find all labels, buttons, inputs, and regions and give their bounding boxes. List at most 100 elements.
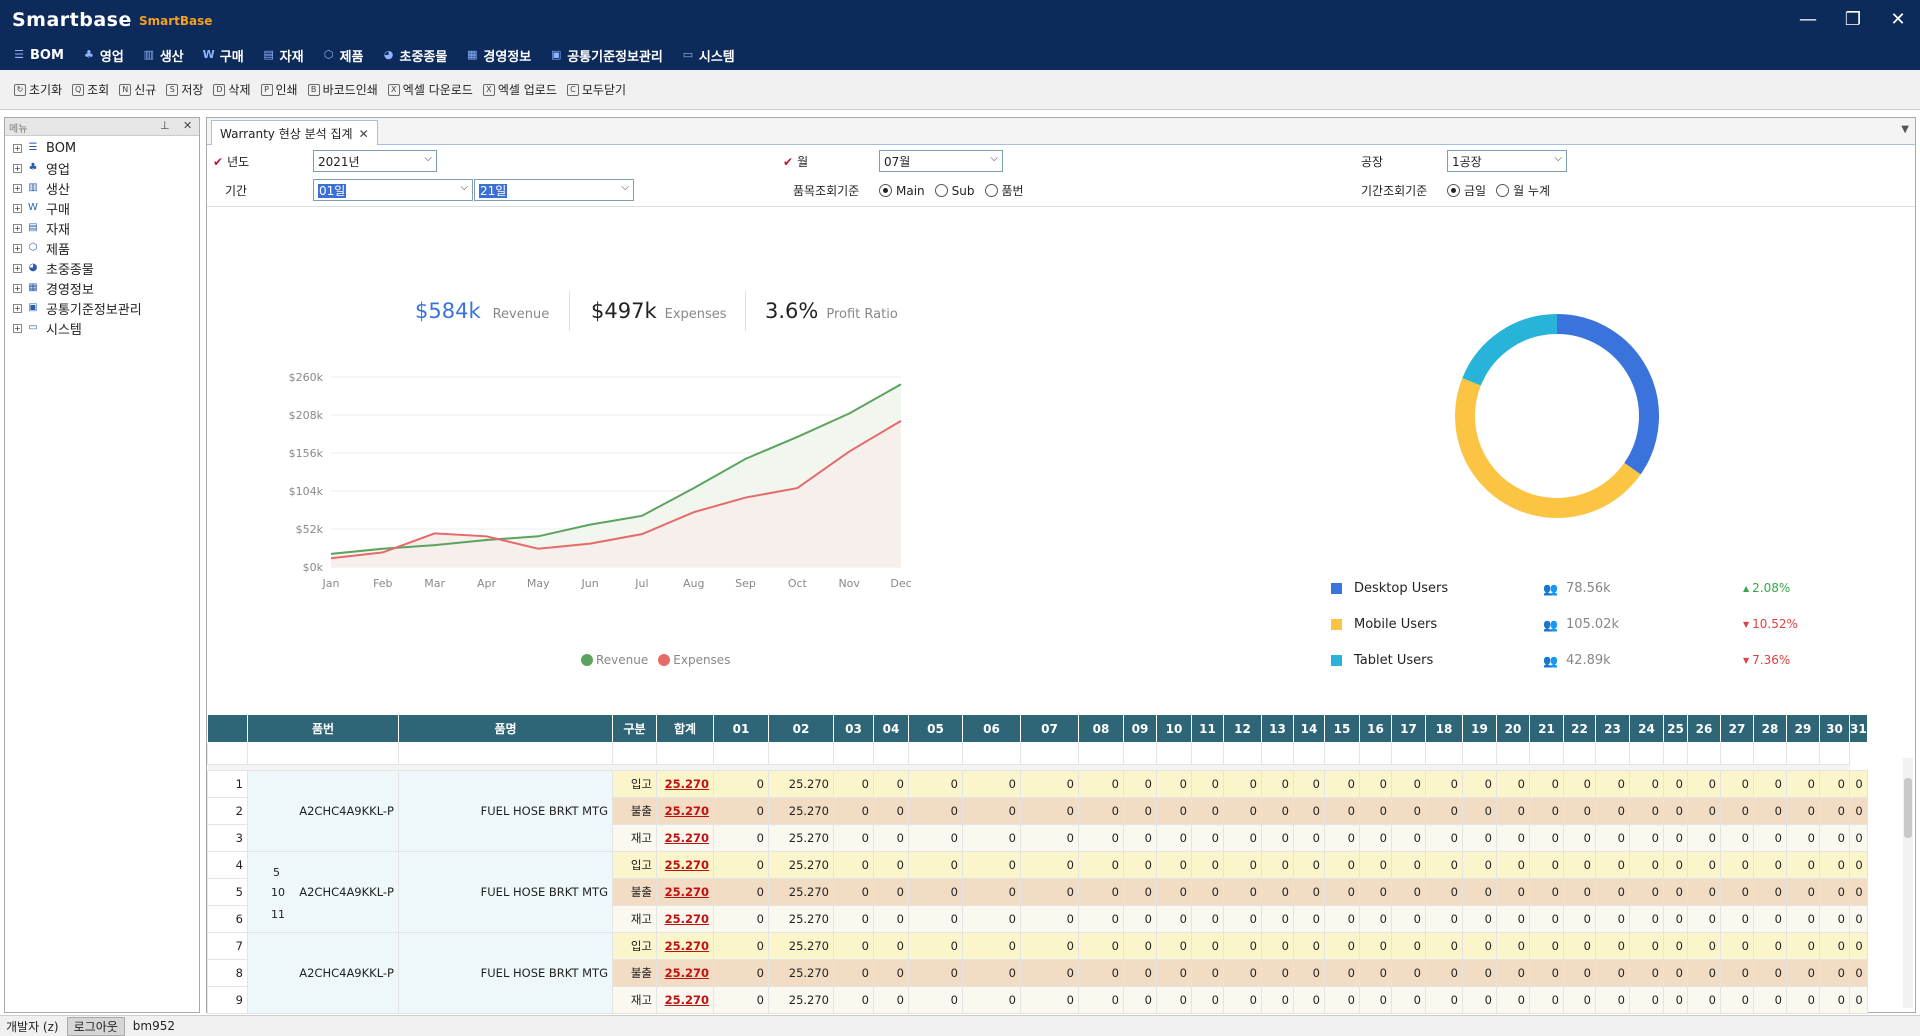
day-cell[interactable]: 0	[1324, 824, 1360, 852]
radio-0[interactable]	[879, 184, 892, 197]
day-cell[interactable]: 0	[1293, 878, 1325, 906]
filter-cell[interactable]	[1020, 742, 1079, 765]
day-cell[interactable]: 0	[1786, 878, 1820, 906]
day-cell[interactable]: 0	[1462, 851, 1497, 879]
day-cell[interactable]: 0	[1261, 959, 1294, 987]
day-cell[interactable]: 0	[1191, 824, 1224, 852]
day-cell[interactable]: 0	[1687, 797, 1721, 825]
day-cell[interactable]: 0	[908, 797, 963, 825]
day-cell[interactable]: 0	[1595, 851, 1630, 879]
filter-cell[interactable]	[1496, 742, 1530, 765]
day-cell[interactable]: 0	[1786, 770, 1820, 798]
sum-cell[interactable]: 25.270	[656, 770, 714, 798]
filter-cell[interactable]	[1324, 742, 1360, 765]
day-cell[interactable]: 0	[1595, 986, 1630, 1014]
day-cell[interactable]: 0	[1663, 878, 1688, 906]
part-name-cell[interactable]: FUEL HOSE BRKT MTG	[398, 851, 613, 933]
header-cell[interactable]: 12	[1223, 714, 1262, 743]
day-cell[interactable]: 0	[1819, 959, 1850, 987]
day-cell[interactable]: 0	[1496, 770, 1530, 798]
day-cell[interactable]: 0	[1687, 905, 1721, 933]
table-row[interactable]: 1 A2CHC4A9KKL-P FUEL HOSE BRKT MTG 입고 25.270…	[207, 770, 1868, 852]
day-cell[interactable]: 0	[908, 905, 963, 933]
day-cell[interactable]: 0	[1496, 905, 1530, 933]
tab-close-icon[interactable]: ✕	[358, 127, 369, 141]
part-number-cell[interactable]: A2CHC4A9KKL-P	[247, 851, 399, 933]
expand-icon[interactable]: +	[13, 143, 22, 153]
day-cell[interactable]: 0	[1123, 878, 1157, 906]
day-cell[interactable]: 0	[1324, 878, 1360, 906]
day-cell[interactable]: 0	[1595, 878, 1630, 906]
day-cell[interactable]: 0	[713, 905, 769, 933]
day-cell[interactable]: 0	[1529, 905, 1564, 933]
day-cell[interactable]: 25.270	[768, 770, 834, 798]
header-cell[interactable]: 14	[1293, 714, 1325, 743]
day-cell[interactable]: 0	[1156, 797, 1192, 825]
day-cell[interactable]: 0	[962, 824, 1021, 852]
filter-cell[interactable]	[1819, 742, 1850, 765]
day-cell[interactable]: 0	[1391, 824, 1426, 852]
day-cell[interactable]: 0	[1529, 797, 1564, 825]
tree-item-8[interactable]: + ▣ 공통기준정보관리	[5, 298, 199, 318]
day-cell[interactable]: 0	[1629, 797, 1664, 825]
day-cell[interactable]: 0	[1595, 959, 1630, 987]
day-cell[interactable]: 0	[1753, 878, 1787, 906]
filter-cell[interactable]	[1563, 742, 1596, 765]
day-cell[interactable]: 0	[833, 905, 874, 933]
day-cell[interactable]: 0	[1391, 851, 1426, 879]
day-cell[interactable]: 0	[1563, 797, 1596, 825]
toolbar-button-7[interactable]: X 엑셀 다운로드	[387, 81, 473, 98]
sum-cell[interactable]: 25.270	[656, 878, 714, 906]
header-cell[interactable]: 18	[1425, 714, 1463, 743]
table-row[interactable]: 8 불출 25.270 0 25.270 0 0 0 0 0 0 0 0 0 0 0 0 0 0 0 0 0 0 0 0 0 0 0 0…	[207, 959, 1868, 987]
day-cell[interactable]: 0	[1391, 905, 1426, 933]
header-cell[interactable]: 27	[1720, 714, 1754, 743]
header-cell[interactable]: 28	[1753, 714, 1787, 743]
day-cell[interactable]: 0	[1753, 905, 1787, 933]
grid-scrollbar[interactable]	[1903, 758, 1913, 1008]
day-cell[interactable]: 0	[1078, 770, 1124, 798]
menu-item-5[interactable]: ⬡ 제품	[322, 46, 364, 65]
day-cell[interactable]: 0	[713, 824, 769, 852]
day-cell[interactable]: 0	[1261, 932, 1294, 960]
day-cell[interactable]: 0	[1687, 959, 1721, 987]
table-row[interactable]: 6 재고 25.270 0 25.270 0 0 0 0 0 0 0 0 0 0 0 0 0 0 0 0 0 0 0 0 0 0 0 0…	[207, 905, 1868, 933]
day-cell[interactable]: 0	[1191, 959, 1224, 987]
maximize-button[interactable]: ❐	[1844, 9, 1862, 30]
day-cell[interactable]: 0	[1156, 878, 1192, 906]
day-cell[interactable]: 0	[833, 770, 874, 798]
day-cell[interactable]: 0	[1261, 851, 1294, 879]
day-cell[interactable]: 0	[873, 824, 909, 852]
year-select[interactable]: 2021년 ⌵	[313, 150, 437, 172]
filter-cell[interactable]	[207, 742, 248, 765]
day-cell[interactable]: 0	[873, 770, 909, 798]
day-cell[interactable]: 0	[908, 932, 963, 960]
header-cell[interactable]: 24	[1629, 714, 1664, 743]
filter-cell[interactable]	[656, 742, 714, 765]
day-cell[interactable]: 0	[1849, 770, 1868, 798]
day-cell[interactable]: 0	[1191, 851, 1224, 879]
filter-cell[interactable]	[1786, 742, 1820, 765]
header-cell[interactable]: 20	[1496, 714, 1530, 743]
day-cell[interactable]: 0	[1425, 932, 1463, 960]
header-cell[interactable]: 23	[1595, 714, 1630, 743]
day-cell[interactable]: 0	[1563, 986, 1596, 1014]
expand-icon[interactable]: +	[13, 323, 22, 333]
header-cell[interactable]: 품번	[247, 714, 399, 743]
day-cell[interactable]: 25.270	[768, 905, 834, 933]
day-cell[interactable]: 0	[833, 851, 874, 879]
day-cell[interactable]: 0	[1324, 797, 1360, 825]
menu-item-4[interactable]: ▤ 자재	[262, 46, 303, 65]
day-cell[interactable]: 0	[908, 878, 963, 906]
tree-item-3[interactable]: + W 구매	[5, 198, 199, 218]
expand-icon[interactable]: +	[13, 163, 22, 173]
day-cell[interactable]: 25.270	[768, 959, 834, 987]
filter-cell[interactable]	[1425, 742, 1463, 765]
day-cell[interactable]: 0	[1123, 905, 1157, 933]
day-cell[interactable]: 0	[1156, 824, 1192, 852]
day-cell[interactable]: 0	[1425, 986, 1463, 1014]
day-cell[interactable]: 0	[1563, 770, 1596, 798]
day-cell[interactable]: 0	[1359, 770, 1392, 798]
day-cell[interactable]: 0	[833, 986, 874, 1014]
menu-item-2[interactable]: ▥ 생산	[142, 46, 184, 65]
